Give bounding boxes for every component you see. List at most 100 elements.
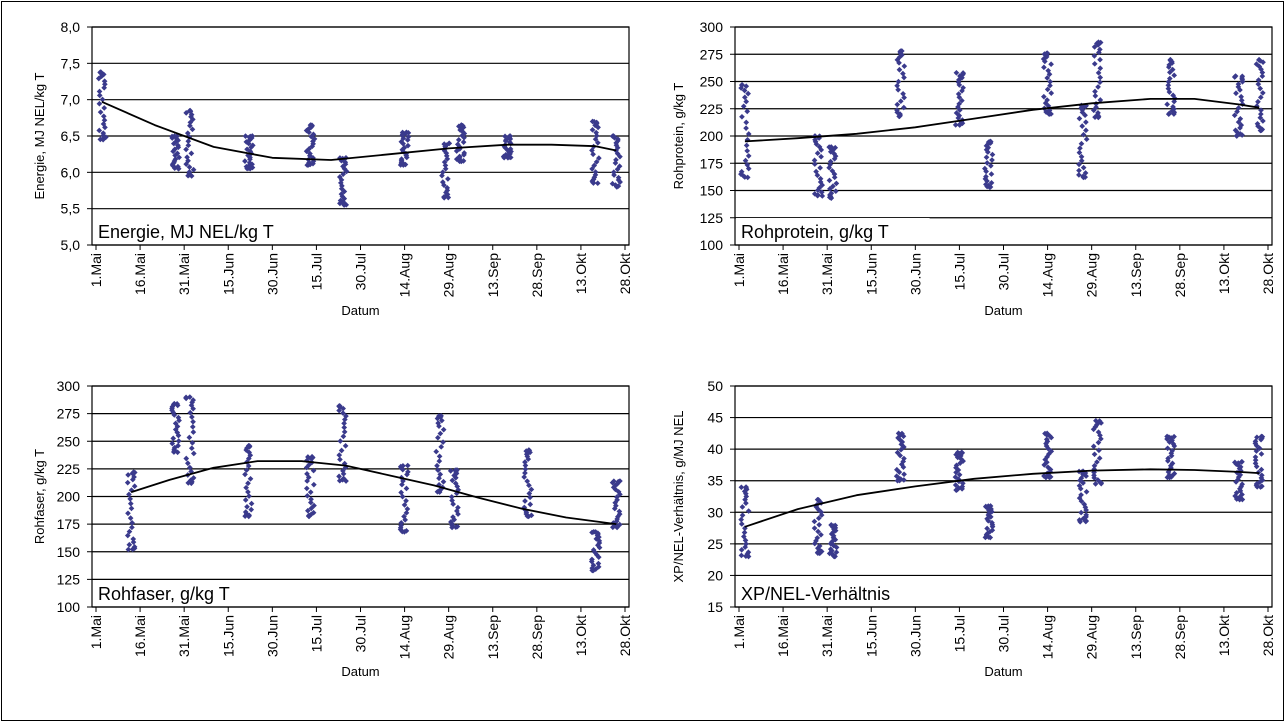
data-point (1096, 455, 1103, 462)
data-point (826, 177, 833, 184)
data-point (437, 430, 444, 437)
data-point (989, 527, 996, 534)
data-point (438, 413, 444, 419)
data-point (960, 84, 966, 91)
data-point (527, 494, 533, 501)
data-point (1253, 61, 1260, 67)
data-point (1047, 82, 1053, 89)
data-point (242, 158, 248, 164)
data-point (895, 86, 901, 93)
data-point (405, 133, 412, 140)
data-point (893, 473, 900, 480)
data-point (817, 179, 824, 185)
data-point (1095, 109, 1101, 116)
data-point (953, 462, 960, 469)
data-point (126, 541, 133, 548)
data-point (589, 127, 596, 133)
data-point (455, 504, 461, 511)
data-point (184, 154, 190, 161)
data-point (744, 162, 751, 168)
y-tick-label: 45 (707, 410, 723, 426)
data-point (617, 478, 623, 484)
data-point (174, 150, 181, 157)
x-tick-label: 29.Aug (441, 253, 457, 297)
data-point (956, 101, 963, 107)
data-point (175, 414, 182, 421)
data-point (1252, 460, 1259, 467)
data-point (101, 78, 108, 85)
data-point (245, 489, 251, 495)
data-point (1253, 448, 1260, 454)
data-point (741, 529, 748, 536)
data-point (610, 169, 617, 176)
y-tick-label: 125 (57, 571, 81, 587)
data-point (613, 157, 619, 163)
data-point (398, 156, 405, 162)
data-point (1169, 66, 1176, 73)
data-point (303, 485, 310, 492)
panel-rohfaser: 100 125 150 175 200 225 250 275 300 1.Mai 16.Mai 31… (32, 378, 633, 679)
data-point (1258, 451, 1265, 457)
x-tick-label: 31.Mai (176, 615, 192, 657)
data-point (185, 460, 191, 467)
data-point (1165, 82, 1172, 89)
data-point (616, 521, 623, 528)
data-point (507, 146, 514, 152)
data-point (743, 125, 749, 132)
x-tick-label: 28.Okt (1260, 253, 1276, 294)
data-point (989, 157, 995, 163)
data-point (243, 467, 250, 473)
data-point (305, 454, 311, 460)
data-point (1048, 61, 1054, 68)
data-point (338, 447, 345, 454)
data-point (813, 168, 819, 175)
data-point (1255, 81, 1262, 88)
data-point (405, 142, 411, 149)
x-tick-label: 28.Sep (529, 615, 545, 660)
data-point (101, 117, 108, 124)
data-point (1044, 97, 1050, 103)
data-point (439, 179, 446, 185)
y-tick-label: 35 (707, 473, 723, 489)
data-point (400, 462, 406, 469)
data-point (982, 165, 988, 172)
data-point (461, 150, 468, 156)
y-tick-label: 275 (57, 406, 81, 422)
data-point (1096, 447, 1102, 454)
data-point (243, 484, 249, 491)
data-point (828, 190, 835, 197)
data-point (1080, 173, 1086, 180)
y-tick-label: 40 (707, 441, 723, 457)
data-point (175, 163, 181, 170)
data-point (441, 141, 448, 147)
data-point (526, 490, 533, 497)
x-tick-label: 13.Sep (485, 615, 501, 660)
data-point (1078, 492, 1084, 498)
x-tick-label: 1.Mai (731, 615, 747, 649)
data-point (1164, 101, 1171, 108)
data-point (816, 144, 823, 150)
x-axis-title: Datum (341, 303, 379, 318)
data-point (1041, 64, 1047, 71)
data-point (894, 107, 900, 113)
data-point (172, 420, 179, 427)
data-point (959, 480, 966, 487)
data-point (129, 519, 135, 526)
data-point (1258, 466, 1265, 473)
data-point (1097, 65, 1104, 72)
data-point (1083, 119, 1089, 126)
data-point (818, 153, 824, 160)
data-point (592, 169, 599, 175)
data-point (399, 129, 406, 136)
data-point (445, 176, 451, 182)
data-point (131, 483, 138, 490)
x-axis-title: Datum (984, 664, 1022, 679)
data-point (1091, 462, 1098, 469)
data-point (1044, 75, 1051, 81)
data-point (249, 142, 256, 149)
data-point (740, 103, 747, 110)
data-point (341, 429, 348, 435)
data-point (1080, 164, 1087, 171)
data-point (249, 133, 256, 139)
x-tick-label: 28.Okt (617, 615, 633, 656)
